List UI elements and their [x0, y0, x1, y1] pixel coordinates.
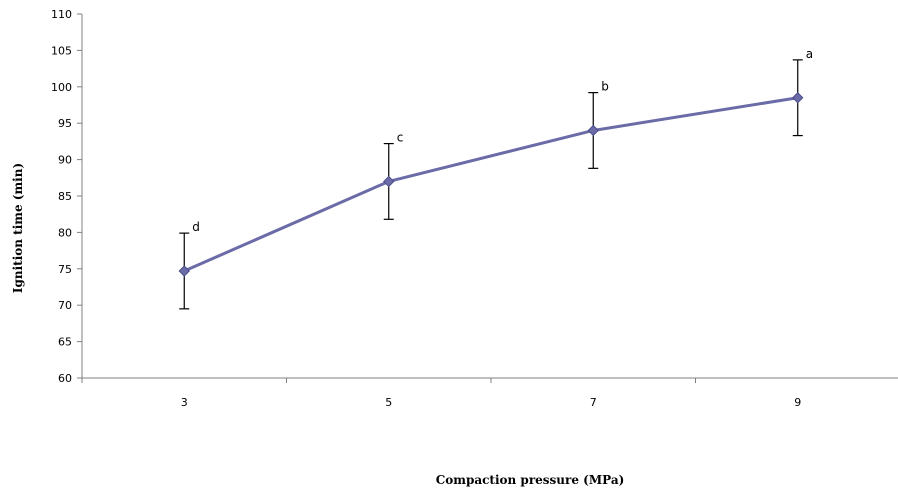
x-tick-label: 3: [181, 396, 188, 409]
series-line: [183, 96, 798, 273]
ticks: 60 65 70 75 80 85 90 95 100 105 110 3 5 7 9: [51, 8, 801, 409]
axes: [81, 14, 898, 379]
y-tick-label: 80: [58, 226, 72, 239]
y-tick-label: 95: [58, 117, 72, 130]
y-tick-label: 70: [58, 299, 72, 312]
data-point: [792, 92, 804, 104]
significance-label: d: [192, 220, 200, 234]
y-tick-label: 100: [51, 81, 72, 94]
y-tick-label: 75: [58, 263, 72, 276]
significance-label: a: [806, 47, 813, 61]
y-tick-label: 90: [58, 154, 72, 167]
series: d c b a: [178, 47, 813, 310]
y-tick-label: 60: [58, 372, 72, 385]
x-tick-label: 7: [590, 396, 597, 409]
y-axis-title: Ignition time (min): [11, 163, 25, 293]
y-tick-label: 105: [51, 44, 72, 57]
y-tick-label: 110: [51, 8, 72, 21]
y-tick-label: 65: [58, 336, 72, 349]
x-tick-label: 9: [794, 396, 801, 409]
x-tick-label: 5: [385, 396, 392, 409]
significance-label: b: [601, 80, 609, 94]
significance-label: c: [397, 131, 404, 145]
x-axis-title: Compaction pressure (MPa): [436, 473, 625, 487]
y-tick-label: 85: [58, 190, 72, 203]
data-point: [587, 124, 599, 137]
data-point: [178, 265, 190, 277]
data-point: [383, 175, 395, 188]
